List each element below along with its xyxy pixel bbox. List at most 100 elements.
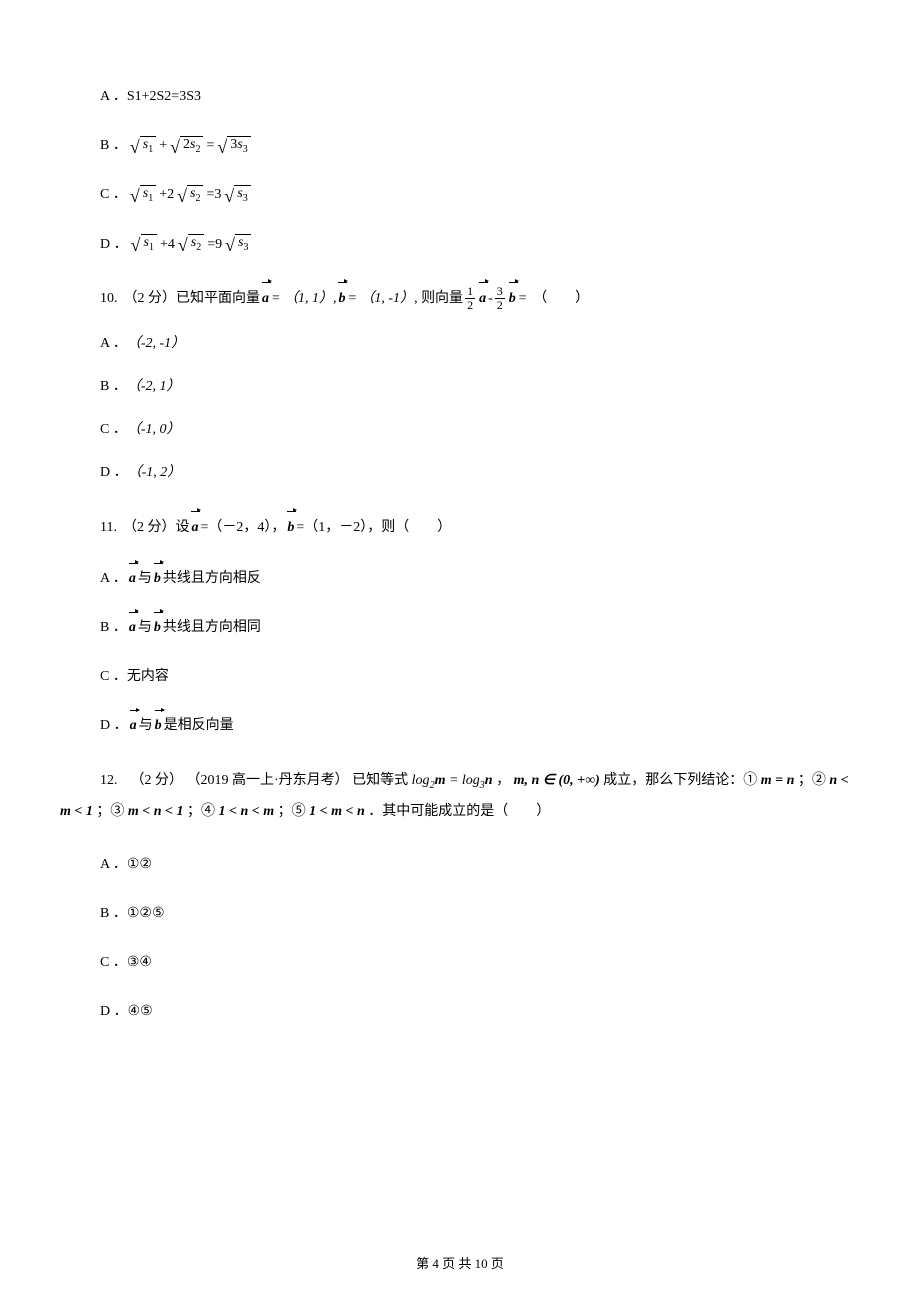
option-value: ①② [127, 852, 152, 877]
option-value: （-2, -1） [127, 331, 185, 356]
text: 与 [138, 566, 152, 591]
vector-a-icon: a [129, 566, 136, 591]
fraction: 32 [495, 285, 505, 312]
q11-option-c: C ． 无内容 [100, 664, 860, 689]
op: +4 [160, 232, 175, 257]
q11-stem: 11. （2 分） 设 a =（－2，4）， b =（1，－2），则（ ） [100, 514, 860, 542]
option-label: C ． [100, 664, 127, 689]
text: 共线且方向相反 [163, 566, 261, 591]
option-label: B ． [100, 133, 127, 158]
vector-b-icon: b [154, 615, 161, 640]
q12-option-b: B ． ①②⑤ [100, 901, 860, 926]
sqrt-icon: √s3 [225, 234, 251, 254]
question-points: （2 分） [124, 285, 177, 313]
option-label: A ． [100, 84, 127, 109]
vector-b-icon: b [509, 285, 516, 313]
text: 与 [139, 713, 153, 738]
question-number: 11. [100, 514, 117, 542]
text: 共线且方向相同 [163, 615, 261, 640]
stem-text: 成立，那么下列结论：① [603, 773, 757, 788]
q12-option-a: A ． ①② [100, 852, 860, 877]
q12-option-d: D ． ④⑤ [100, 999, 860, 1024]
sqrt-icon: √s1 [130, 136, 156, 156]
q9-option-c: C ． √s1 +2 √s2 =3 √s3 [100, 182, 860, 207]
vector-a-icon: a [129, 615, 136, 640]
page-footer: 第 4 页 共 10 页 [0, 1253, 920, 1272]
sep: ；④ [187, 804, 219, 819]
fraction: 12 [465, 285, 475, 312]
question-number: 12. [100, 773, 118, 788]
op: =3 [206, 182, 221, 207]
q10-stem: 10. （2 分） 已知平面向量 a = （1, 1）, b = （1, -1）… [100, 285, 860, 313]
equals: = [518, 285, 527, 313]
option-label: C ． [100, 950, 127, 975]
op: + [159, 133, 167, 158]
sqrt-icon: √s1 [131, 234, 157, 254]
page-content: A ． S1+2S2=3S3 B ． √s1 + √2s2 = √3s3 C ．… [0, 0, 920, 1302]
text: 无内容 [127, 664, 169, 689]
op: = [206, 133, 214, 158]
math-text: = （1, 1）, [271, 285, 336, 313]
option-value: （-1, 2） [128, 460, 182, 485]
conc: 1 < m < n [309, 804, 365, 819]
sep: ， [496, 773, 514, 788]
q10-option-b: B ． （-2, 1） [100, 374, 860, 399]
option-label: A ． [100, 852, 127, 877]
vector-a-icon: a [130, 713, 137, 738]
q10-option-a: A ． （-2, -1） [100, 331, 860, 356]
option-label: A ． [100, 331, 127, 356]
sep: ；③ [96, 804, 128, 819]
q11-option-a: A ． a 与 b 共线且方向相反 [100, 566, 860, 591]
sqrt-icon: √3s3 [217, 136, 250, 156]
option-label: B ． [100, 374, 127, 399]
stem-text: ．其中可能成立的是（ ） [368, 804, 550, 819]
text: 与 [138, 615, 152, 640]
domain-text: m, n ∈ (0, +∞) [514, 773, 600, 788]
vector-b-icon: b [287, 514, 294, 542]
option-label: B ． [100, 615, 127, 640]
op: +2 [159, 182, 174, 207]
q11-option-d: D ． a 与 b 是相反向量 [100, 713, 860, 738]
option-label: D ． [100, 232, 128, 257]
option-value: ③④ [127, 950, 152, 975]
option-value: ①②⑤ [127, 901, 165, 926]
option-label: B ． [100, 901, 127, 926]
option-value: （-2, 1） [127, 374, 181, 399]
q12-option-c: C ． ③④ [100, 950, 860, 975]
sqrt-icon: √s2 [178, 234, 204, 254]
sqrt-icon: √s1 [130, 185, 156, 205]
option-label: D ． [100, 713, 128, 738]
stem-text: 设 [175, 514, 189, 542]
option-label: D ． [100, 999, 128, 1024]
sep: ；⑤ [278, 804, 310, 819]
option-value: （-1, 0） [127, 417, 181, 442]
conc: 1 < n < m [219, 804, 275, 819]
stem-text: 已知平面向量 [176, 285, 260, 313]
sqrt-icon: √2s2 [170, 136, 203, 156]
stem-text: , 则向量 [414, 285, 463, 313]
q10-option-c: C ． （-1, 0） [100, 417, 860, 442]
question-number: 10. [100, 285, 118, 313]
math-text: =（1，－2），则（ ） [296, 514, 451, 542]
math-text: =（－2，4）， [200, 514, 285, 542]
minus: - [488, 285, 493, 313]
sqrt-icon: √s3 [224, 185, 250, 205]
question-points: （2 分） [123, 514, 176, 542]
question-source: （2019 高一上·丹东月考） [187, 773, 349, 788]
option-value: ④⑤ [128, 999, 153, 1024]
option-label: A ． [100, 566, 127, 591]
page-number: 第 4 页 共 10 页 [416, 1256, 504, 1271]
stem-text: 已知等式 [352, 773, 412, 788]
blank-paren: （ ） [533, 285, 589, 313]
question-points: （2 分） [131, 773, 184, 788]
option-label: C ． [100, 182, 127, 207]
log-expr: log2m = log3n [412, 773, 493, 788]
option-label: C ． [100, 417, 127, 442]
vector-a-icon: a [262, 285, 269, 313]
op: =9 [207, 232, 222, 257]
math-text: = （1, -1） [347, 285, 414, 313]
q11-option-b: B ． a 与 b 共线且方向相同 [100, 615, 860, 640]
vector-a-icon: a [191, 514, 198, 542]
q9-option-d: D ． √s1 +4 √s2 =9 √s3 [100, 232, 860, 257]
conc: m = n [761, 773, 795, 788]
